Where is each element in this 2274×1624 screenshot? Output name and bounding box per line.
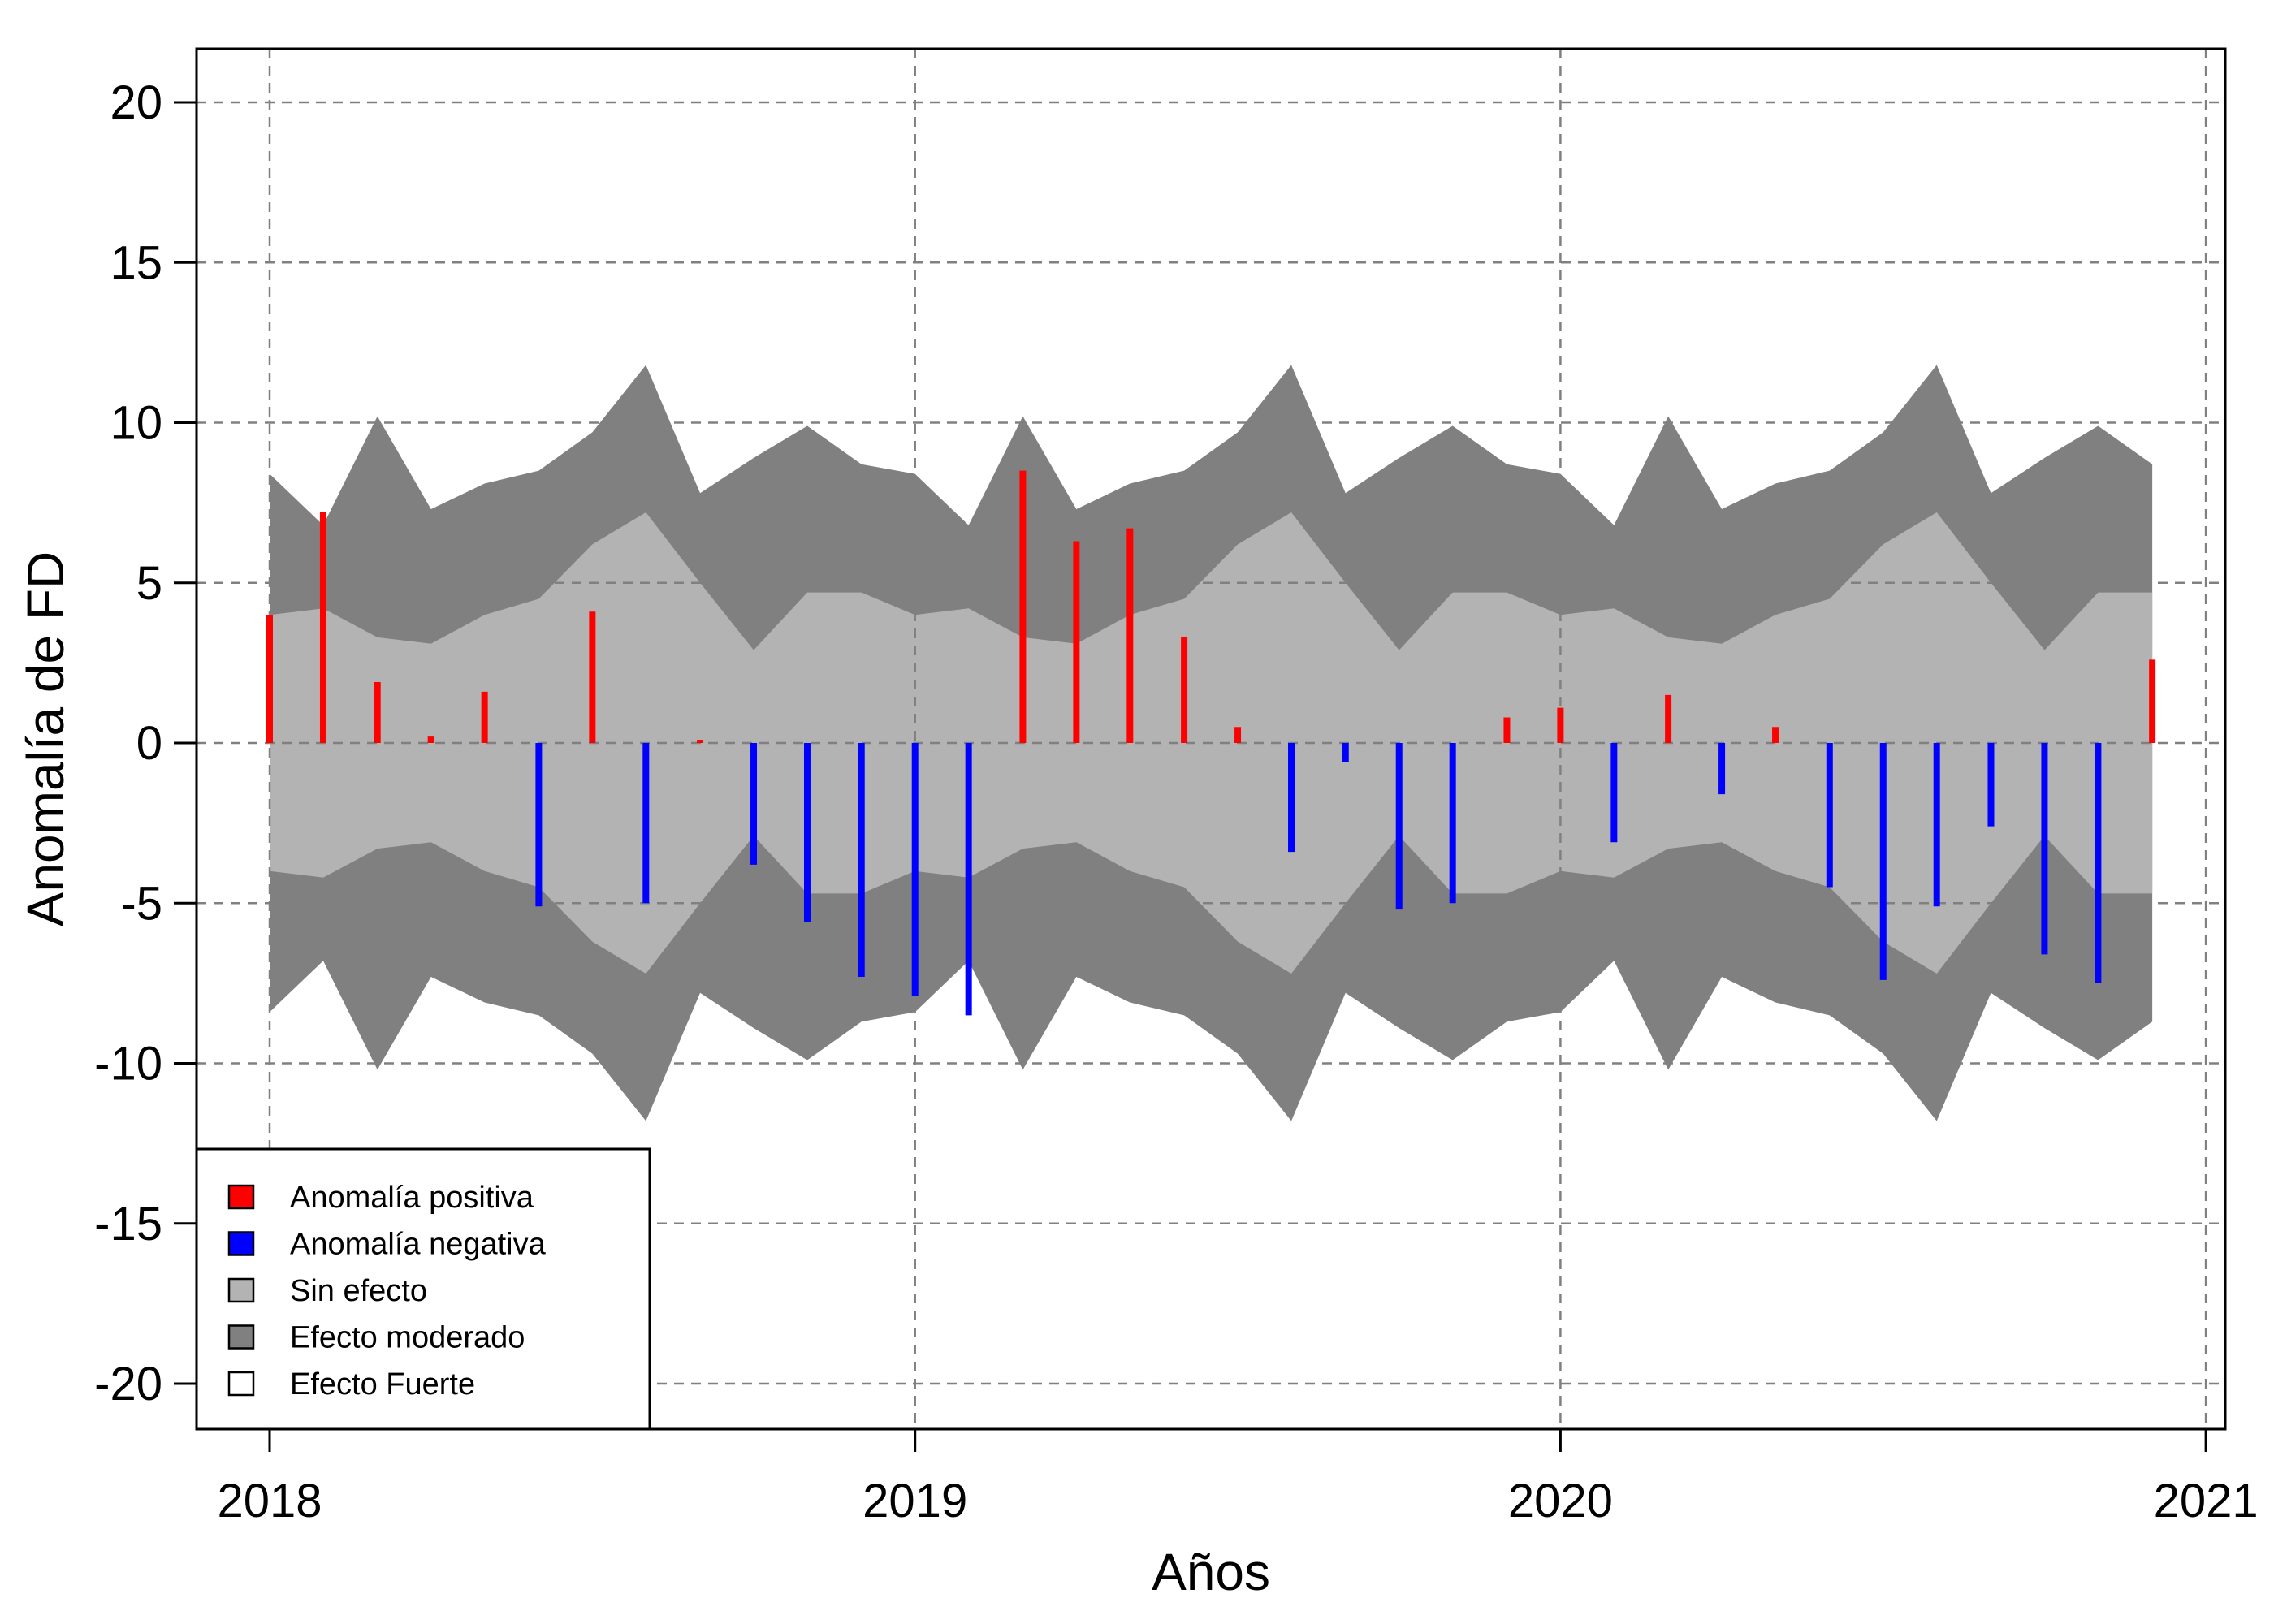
legend: Anomalía positiva Anomalía negativa Sin ef… (195, 1147, 651, 1431)
x-tick-label: 2020 (1508, 1475, 1613, 1527)
legend-swatch (227, 1184, 255, 1210)
y-tick-label: -10 (94, 1038, 162, 1091)
y-tick-label: -15 (94, 1198, 162, 1250)
legend-label: Sin efecto (290, 1274, 427, 1308)
x-tick-label: 2021 (2154, 1475, 2259, 1527)
y-tick-label: -5 (120, 877, 162, 930)
legend-swatch (227, 1231, 255, 1256)
legend-label: Efecto Fuerte (290, 1367, 475, 1402)
y-axis-title: Anomalía de FD (16, 551, 75, 926)
y-tick-label: -20 (94, 1358, 162, 1410)
y-tick-label: 20 (110, 76, 162, 129)
x-tick-label: 2019 (862, 1475, 967, 1527)
y-axis: 20 15 10 5 0 -5 -10 -15 -20 (94, 76, 197, 1410)
plot-frame (195, 47, 2227, 1431)
y-tick-label: 10 (110, 397, 162, 450)
x-axis: 2018 2019 2020 2021 (217, 1429, 2259, 1527)
legend-label: Anomalía negativa (290, 1228, 547, 1262)
y-tick-label: 0 (136, 717, 162, 770)
anomaly-bars (266, 470, 2156, 1016)
y-tick-label: 15 (110, 236, 162, 289)
legend-label: Efecto moderado (290, 1321, 525, 1355)
grid-lines (197, 49, 2225, 1429)
x-tick-label: 2018 (217, 1475, 322, 1527)
legend-box (195, 1147, 651, 1431)
legend-swatch (227, 1277, 255, 1303)
x-axis-title: Años (1152, 1543, 1270, 1601)
legend-label: Anomalía positiva (290, 1181, 534, 1215)
legend-swatch (227, 1371, 255, 1397)
y-tick-label: 5 (136, 557, 162, 610)
legend-swatch (227, 1324, 255, 1350)
